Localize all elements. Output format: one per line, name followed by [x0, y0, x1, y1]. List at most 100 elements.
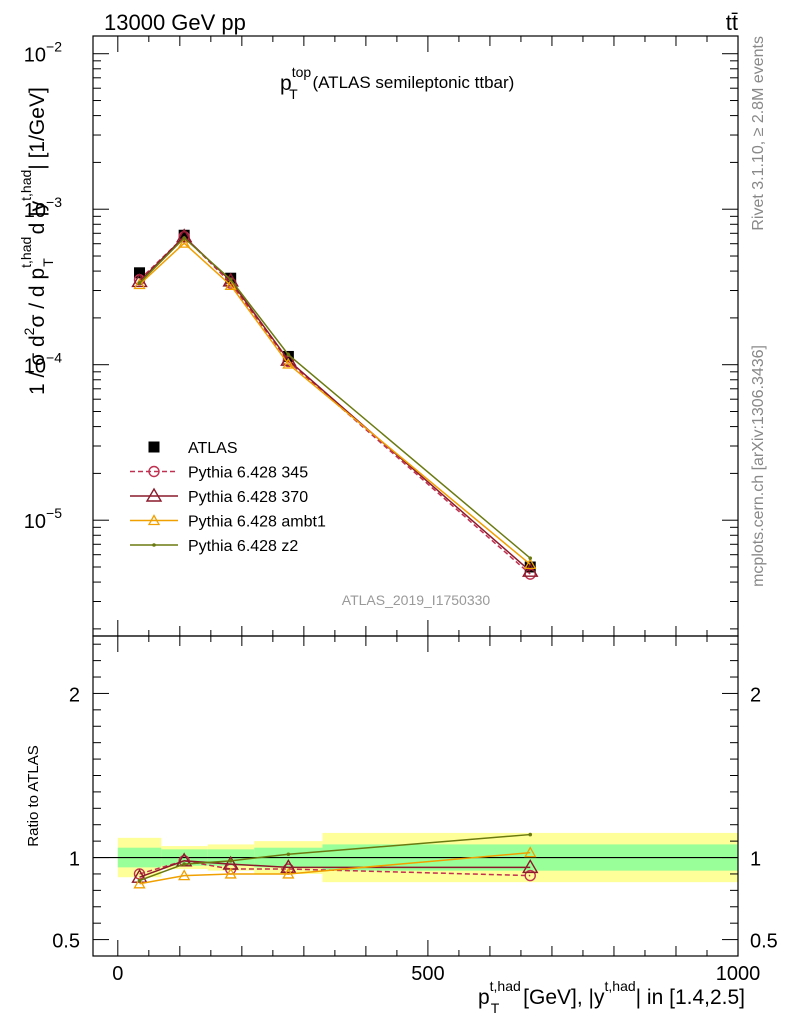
y-axis-label-a: 1 / σ d [26, 335, 49, 395]
y-tick-label-base: 10 [24, 511, 46, 533]
ratio-point [228, 859, 233, 863]
series-4 [137, 236, 533, 560]
y-tick-label: 10−2 [24, 39, 62, 67]
x-axis-label: pt,had T [GeV], |yt,had| in [1.4,2.5] [478, 978, 745, 1016]
ratio-point [282, 867, 295, 879]
x-tick-label: 1000 [716, 963, 761, 985]
data-point [137, 281, 142, 285]
ratio-point [524, 869, 536, 882]
ratio-tick-label-right: 2 [750, 684, 761, 706]
ratio-tick-label: 0.5 [52, 931, 80, 953]
y-tick-label-exp: −4 [46, 350, 62, 366]
ratio-point [182, 862, 186, 866]
legend-entry: Pythia 6.428 345 [130, 465, 308, 482]
y-axis-label-b: σ / d p [26, 268, 49, 328]
legend-marker [145, 487, 163, 502]
y-tick-label-exp: −5 [46, 505, 62, 521]
series-line [138, 236, 531, 559]
legend-label: Pythia 6.428 370 [188, 489, 308, 506]
process-label: tt̄ [726, 10, 738, 35]
legend-entry: Pythia 6.428 z2 [130, 538, 298, 555]
analysis-id: ATLAS_2019_I1750330 [342, 592, 491, 608]
ratio-line [139, 860, 531, 877]
ratio-point [137, 878, 142, 883]
x-axis-label-symbol: p [478, 986, 490, 1009]
legend-entry: Pythia 6.428 ambt1 [130, 514, 326, 531]
ratio-point [522, 858, 539, 874]
data-point [286, 352, 291, 357]
data-point [178, 236, 191, 248]
x-axis-label-mid: [GeV], |y [517, 986, 605, 1009]
ratio-series-3 [133, 846, 537, 889]
plot-title-sup: top [292, 64, 312, 80]
data-point [175, 228, 193, 243]
legend-entry: Pythia 6.428 370 [130, 487, 308, 506]
ratio-panel: 0.5 0.5 1 1 2 2 0 500 1000 [52, 636, 778, 985]
ratio-point [133, 877, 146, 889]
y-tick-label-exp: −3 [46, 194, 62, 210]
ratio-point [524, 846, 537, 858]
energy-label: 13000 GeV pp [104, 10, 246, 35]
ratio-point [224, 867, 237, 879]
y-axis-label-c-sup: t,had [18, 170, 34, 201]
x-axis-label-rest: | in [1.4,2.5] [636, 986, 745, 1009]
series-line [139, 242, 531, 565]
y-axis-label-c: d |y [26, 200, 49, 240]
data-point [224, 278, 237, 290]
data-point [182, 236, 186, 240]
x-axis-label-sup2: t,had [605, 978, 636, 994]
y-axis-label-a-sup: 2 [21, 327, 37, 335]
data-point [133, 278, 146, 290]
ratio-series-4 [137, 832, 533, 883]
legend-marker [148, 441, 160, 453]
ratio-tick-label-right: 0.5 [750, 931, 778, 953]
legend-label: Pythia 6.428 z2 [188, 538, 298, 555]
y-axis-label-b-sub: T [40, 258, 56, 267]
x-axis-label-sup1: t,had [490, 978, 521, 994]
ratio-point [528, 832, 533, 837]
series-3 [133, 236, 537, 570]
plot-title-sub: T [289, 86, 298, 102]
y-tick-label-base: 10 [24, 45, 46, 67]
y-tick-label-exp: −2 [46, 39, 62, 55]
y-axis-label: 1 / σ d2σ / d pt,had T d |yt,had| [1/GeV] [18, 87, 56, 395]
main-panel: 10−510−410−310−2 [24, 36, 739, 636]
x-axis-label-sub1: T [491, 1000, 500, 1016]
plot-title-rest: (ATLAS semileptonic ttbar) [308, 73, 515, 92]
data-point [282, 357, 295, 369]
legend-label: ATLAS [188, 440, 238, 457]
data-point [522, 562, 539, 577]
data-point [524, 561, 536, 573]
data-point [524, 558, 537, 570]
legend-marker [148, 465, 160, 478]
data-point [134, 267, 146, 279]
ratio-tick-label-right: 1 [750, 849, 761, 871]
legend-marker [152, 543, 156, 547]
y-tick-label: 10−5 [24, 505, 62, 533]
y-axis-label-b-sup: t,had [18, 237, 34, 268]
y-tick-label: 10−4 [24, 350, 62, 378]
plot-title-symbol: p [280, 72, 292, 95]
data-point [228, 277, 233, 282]
legend-entry: ATLAS [148, 440, 238, 457]
ratio-axis-label: Ratio to ATLAS [25, 745, 42, 846]
ratio-tick-label: 2 [69, 684, 80, 706]
data-point [528, 556, 533, 560]
legend-label: Pythia 6.428 ambt1 [188, 514, 326, 531]
y-axis-label-d: | [1/GeV] [26, 87, 49, 170]
x-tick-label: 500 [411, 963, 444, 985]
y-tick-label-base: 10 [24, 200, 46, 222]
ratio-point [178, 869, 191, 881]
legend: ATLAS Pythia 6.428 345 Pythia 6.428 370 Pyt… [130, 440, 326, 555]
mcplots-label: mcplots.cern.ch [arXiv:1306.3436] [750, 345, 767, 587]
y-tick-label-base: 10 [24, 356, 46, 378]
ratio-tick-label: 1 [69, 849, 80, 871]
legend-label: Pythia 6.428 345 [188, 465, 308, 482]
x-tick-label: 0 [112, 963, 123, 985]
rivet-label: Rivet 3.1.10, ≥ 2.8M events [750, 36, 767, 231]
legend-marker [147, 514, 161, 526]
ratio-frame [92, 635, 739, 957]
data-point [178, 229, 190, 241]
plot-title: ptop T (ATLAS semileptonic ttbar) [280, 64, 514, 102]
